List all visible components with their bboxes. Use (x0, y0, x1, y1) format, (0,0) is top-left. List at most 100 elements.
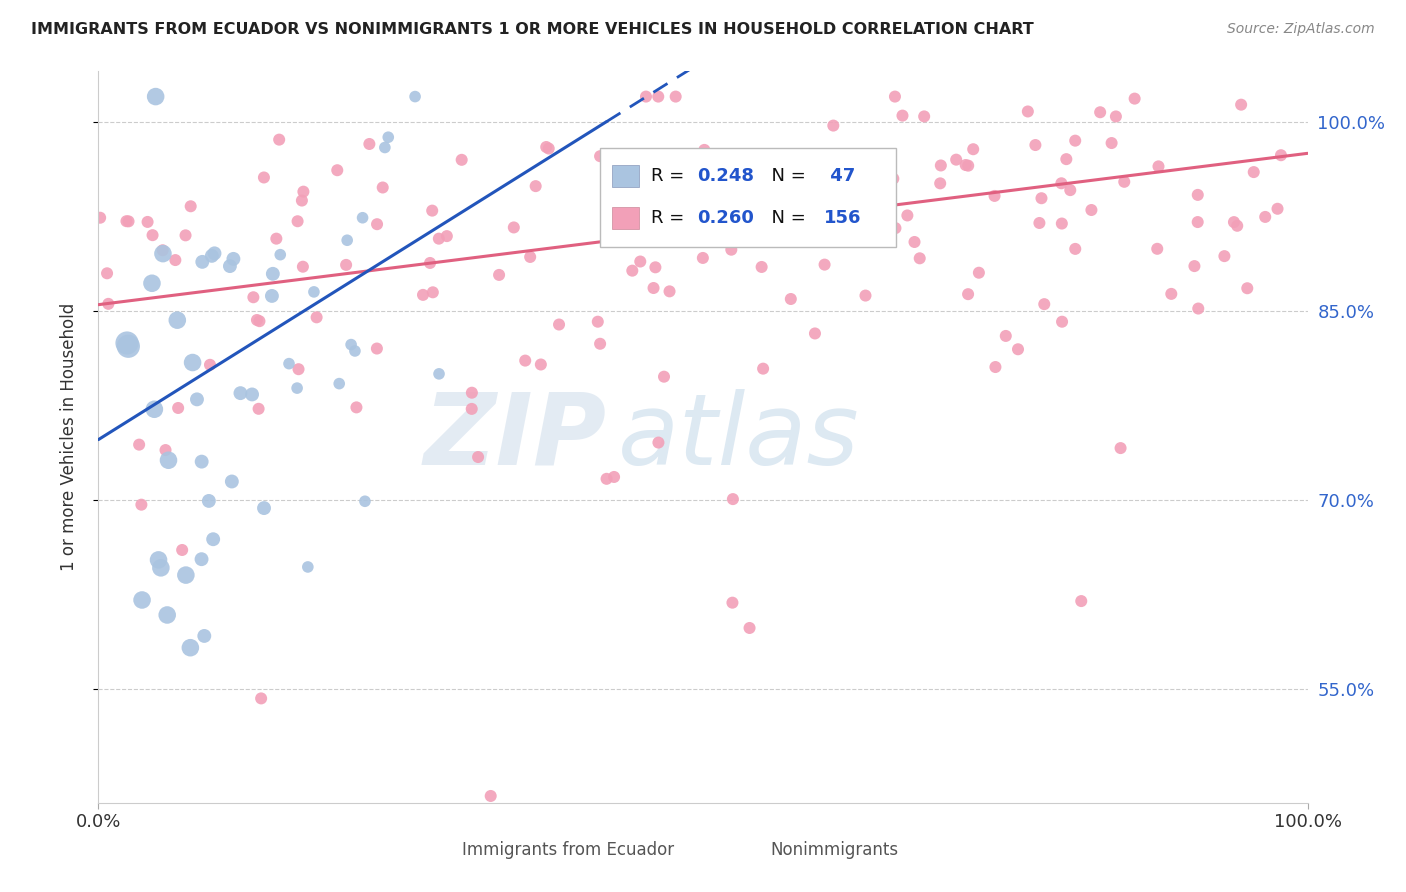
Point (1184, 259, 1206, 273)
Point (1109, 441, 1132, 455)
Point (1059, 183, 1081, 197)
Point (467, 450, 489, 464)
Point (675, 170, 697, 185)
Point (908, 252, 931, 266)
Point (1088, 105, 1111, 120)
Point (519, 250, 541, 264)
Point (662, 219, 685, 234)
Point (1033, 297, 1056, 311)
Point (450, 153, 472, 167)
Point (242, 290, 264, 304)
Point (721, 492, 744, 507)
Point (731, 227, 754, 242)
Point (536, 140, 558, 154)
Point (155, 443, 177, 458)
Point (813, 258, 835, 272)
Point (131, 498, 153, 512)
Point (174, 568, 197, 582)
Point (692, 251, 714, 265)
Point (165, 253, 187, 268)
Bar (613, 165, 638, 187)
Point (422, 285, 444, 300)
Point (634, 194, 657, 209)
Point (152, 244, 174, 258)
Point (326, 163, 349, 178)
Point (359, 136, 381, 151)
Point (1064, 242, 1087, 256)
Point (1054, 152, 1077, 166)
Point (190, 552, 212, 566)
Point (1123, 92, 1146, 106)
Text: Source: ZipAtlas.com: Source: ZipAtlas.com (1227, 22, 1375, 37)
Point (149, 561, 172, 575)
Point (174, 228, 197, 243)
Point (644, 260, 666, 275)
Point (136, 215, 159, 229)
Point (515, 353, 537, 368)
Point (219, 259, 242, 273)
Point (131, 593, 153, 607)
Point (141, 228, 163, 243)
Point (1080, 202, 1102, 217)
Point (180, 199, 202, 213)
Point (198, 494, 221, 508)
Point (617, 232, 640, 246)
Point (962, 142, 984, 156)
Point (253, 501, 276, 516)
Point (804, 326, 827, 341)
Point (984, 359, 1007, 374)
Point (884, 221, 907, 235)
Point (1024, 138, 1046, 153)
Point (166, 313, 188, 327)
Point (366, 342, 388, 356)
Point (488, 268, 510, 282)
Point (1243, 165, 1265, 179)
Point (292, 185, 315, 199)
Point (191, 255, 214, 269)
Point (297, 560, 319, 574)
Point (957, 287, 980, 301)
Point (1147, 160, 1170, 174)
Point (285, 381, 308, 395)
Point (955, 158, 977, 172)
Point (287, 214, 309, 228)
Point (198, 358, 221, 372)
Point (253, 170, 276, 185)
Point (891, 109, 914, 123)
Point (128, 437, 150, 451)
Point (738, 621, 761, 635)
Point (628, 254, 651, 268)
Point (634, 89, 657, 103)
Point (262, 267, 284, 281)
Point (179, 640, 201, 655)
Point (813, 159, 835, 173)
Point (115, 214, 138, 228)
Text: R =: R = (651, 209, 690, 227)
Point (882, 171, 904, 186)
Point (436, 229, 458, 244)
Point (1160, 286, 1182, 301)
Point (1114, 175, 1136, 189)
Point (96, 266, 118, 280)
Point (1223, 215, 1246, 229)
Point (1101, 136, 1123, 150)
Point (1050, 315, 1073, 329)
Point (530, 358, 553, 372)
Point (186, 392, 208, 407)
Text: R =: R = (651, 167, 690, 185)
Point (377, 130, 399, 145)
Point (1050, 176, 1073, 190)
Text: Immigrants from Ecuador: Immigrants from Ecuador (463, 841, 675, 859)
Point (603, 150, 626, 164)
Point (152, 246, 174, 260)
Point (201, 249, 224, 263)
Point (1236, 281, 1258, 295)
Point (603, 470, 626, 484)
Point (374, 140, 396, 154)
Y-axis label: 1 or more Vehicles in Household: 1 or more Vehicles in Household (59, 303, 77, 571)
Point (1064, 134, 1087, 148)
Point (1070, 594, 1092, 608)
Point (779, 292, 801, 306)
Point (335, 258, 357, 272)
Point (167, 401, 190, 415)
